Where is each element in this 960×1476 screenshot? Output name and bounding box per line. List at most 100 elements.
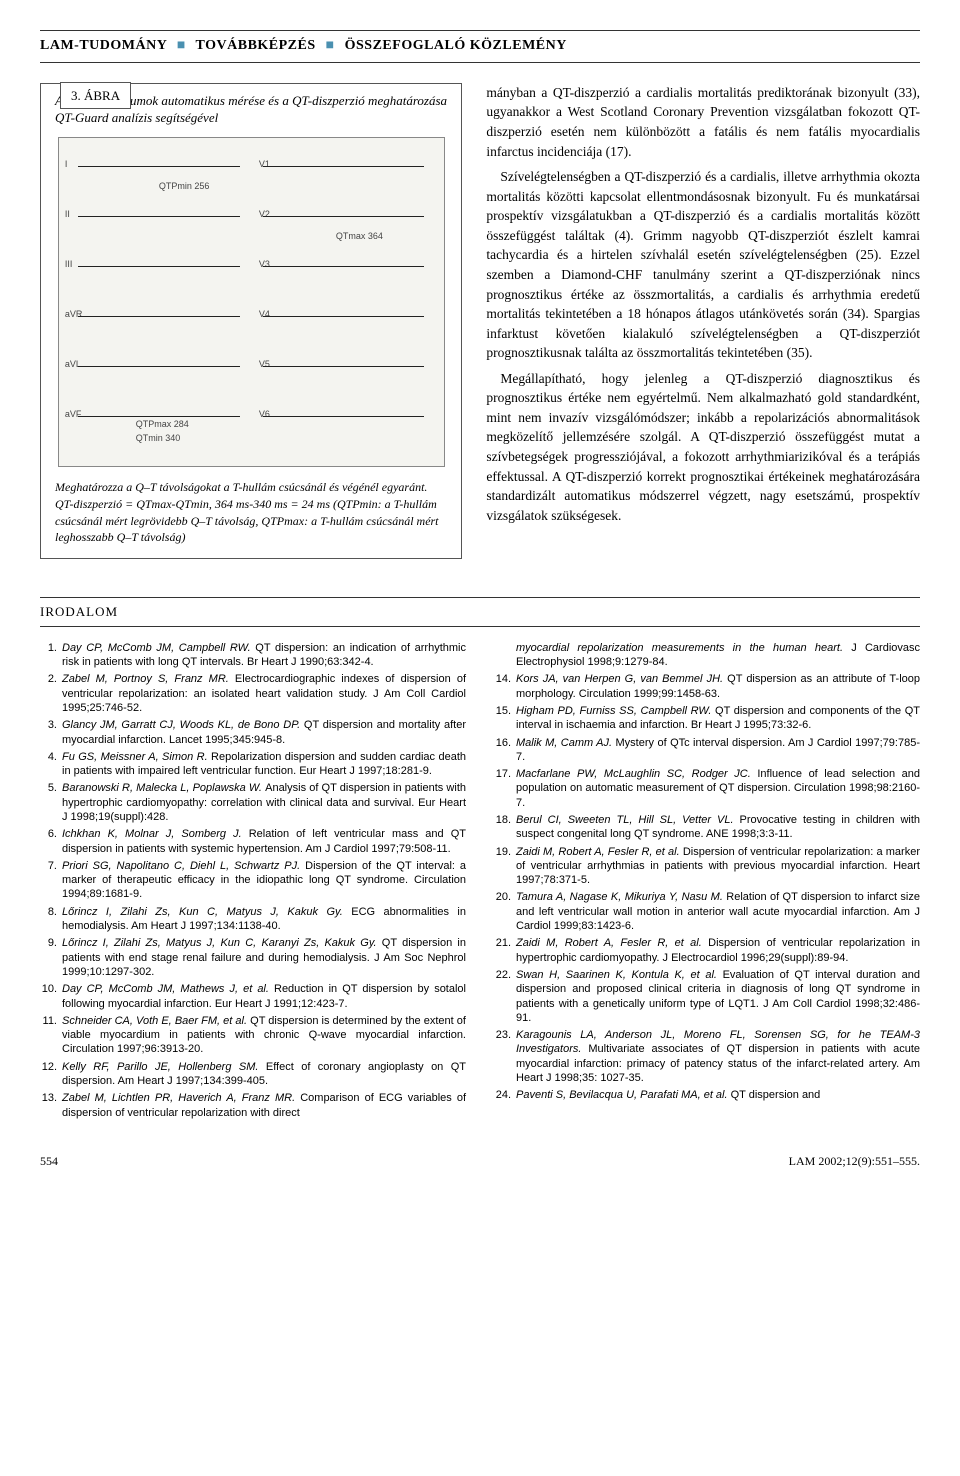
reference-number: 5. (40, 781, 62, 824)
reference-item: 16.Malik M, Camm AJ. Mystery of QTc inte… (494, 736, 920, 765)
reference-number: 23. (494, 1028, 516, 1085)
reference-number: 21. (494, 936, 516, 965)
reference-item: 6.Ichkhan K, Molnar J, Somberg J. Relati… (40, 827, 466, 856)
reference-text: Karagounis LA, Anderson JL, Moreno FL, S… (516, 1028, 920, 1085)
reference-number: 19. (494, 845, 516, 888)
reference-number (494, 641, 516, 670)
body-p1: mányban a QT-diszperzió a cardialis mort… (486, 83, 920, 161)
refs-left-col: 1.Day CP, McComb JM, Campbell RW. QT dis… (40, 641, 466, 1123)
header-part2: TOVÁBBKÉPZÉS (196, 38, 316, 53)
reference-text: Tamura A, Nagase K, Mikuriya Y, Nasu M. … (516, 890, 920, 933)
reference-text: Day CP, McComb JM, Campbell RW. QT dispe… (62, 641, 466, 670)
reference-number: 13. (40, 1091, 62, 1120)
reference-text: Zaidi M, Robert A, Fesler R, et al. Disp… (516, 936, 920, 965)
reference-number: 2. (40, 672, 62, 715)
reference-text: Paventi S, Bevilacqua U, Parafati MA, et… (516, 1088, 920, 1102)
figure-caption-line1: Meghatározza a Q–T távolságokat a T-hull… (55, 480, 427, 494)
lead-label: II (65, 208, 70, 220)
page-footer: 554 LAM 2002;12(9):551–555. (40, 1153, 920, 1169)
lead-label: aVL (65, 358, 81, 370)
reference-item: 4.Fu GS, Meissner A, Simon R. Repolariza… (40, 750, 466, 779)
reference-number: 15. (494, 704, 516, 733)
lead-label: aVF (65, 408, 82, 420)
reference-number: 8. (40, 905, 62, 934)
reference-item: 23.Karagounis LA, Anderson JL, Moreno FL… (494, 1028, 920, 1085)
reference-item: 1.Day CP, McComb JM, Campbell RW. QT dis… (40, 641, 466, 670)
reference-item: 12.Kelly RF, Parillo JE, Hollenberg SM. … (40, 1060, 466, 1089)
reference-text: Lőrincz I, Zilahi Zs, Kun C, Matyus J, K… (62, 905, 466, 934)
reference-text: Ichkhan K, Molnar J, Somberg J. Relation… (62, 827, 466, 856)
reference-text: Macfarlane PW, McLaughlin SC, Rodger JC.… (516, 767, 920, 810)
reference-number: 12. (40, 1060, 62, 1089)
page-header: LAM-TUDOMÁNY ■ TOVÁBBKÉPZÉS ■ ÖSSZEFOGLA… (40, 30, 920, 63)
reference-number: 3. (40, 718, 62, 747)
header-part3: ÖSSZEFOGLALÓ KÖZLEMÉNY (345, 38, 567, 53)
reference-text: Higham PD, Furniss SS, Campbell RW. QT d… (516, 704, 920, 733)
figure-label: 3. ÁBRA (60, 82, 131, 110)
reference-text: Glancy JM, Garratt CJ, Woods KL, de Bono… (62, 718, 466, 747)
figure-column: A QT-intervallumok automatikus mérése és… (40, 83, 462, 567)
reference-number: 7. (40, 859, 62, 902)
reference-number: 11. (40, 1014, 62, 1057)
reference-number: 10. (40, 982, 62, 1011)
reference-item: 5.Baranowski R, Malecka L, Poplawska W. … (40, 781, 466, 824)
main-two-column: A QT-intervallumok automatikus mérése és… (40, 83, 920, 567)
lead-label: III (65, 258, 73, 270)
reference-text: Kors JA, van Herpen G, van Bemmel JH. QT… (516, 672, 920, 701)
reference-text: Lőrincz I, Zilahi Zs, Matyus J, Kun C, K… (62, 936, 466, 979)
reference-item: 2.Zabel M, Portnoy S, Franz MR. Electroc… (40, 672, 466, 715)
reference-item: 10.Day CP, McComb JM, Mathews J, et al. … (40, 982, 466, 1011)
figure-caption-line2: QT-diszperzió = QTmax-QTmin, 364 ms-340 … (55, 497, 439, 545)
reference-item: 7.Priori SG, Napolitano C, Diehl L, Schw… (40, 859, 466, 902)
reference-text: Malik M, Camm AJ. Mystery of QTc interva… (516, 736, 920, 765)
lead-label: V1 (259, 158, 270, 170)
reference-number: 24. (494, 1088, 516, 1102)
irodalom-heading: IRODALOM (40, 597, 920, 627)
reference-item: 18.Berul CI, Sweeten TL, Hill SL, Vetter… (494, 813, 920, 842)
lead-label: aVR (65, 308, 83, 320)
reference-number: 16. (494, 736, 516, 765)
figure-caption: Meghatározza a Q–T távolságokat a T-hull… (41, 479, 461, 558)
reference-text: Schneider CA, Voth E, Baer FM, et al. QT… (62, 1014, 466, 1057)
reference-number: 9. (40, 936, 62, 979)
lead-label: V3 (259, 258, 270, 270)
reference-text: Zabel M, Portnoy S, Franz MR. Electrocar… (62, 672, 466, 715)
body-p3: Megállapítható, hogy jelenleg a QT-diszp… (486, 369, 920, 526)
reference-number: 18. (494, 813, 516, 842)
references: 1.Day CP, McComb JM, Campbell RW. QT dis… (40, 641, 920, 1123)
reference-item: 22.Swan H, Saarinen K, Kontula K, et al.… (494, 968, 920, 1025)
reference-item: 8.Lőrincz I, Zilahi Zs, Kun C, Matyus J,… (40, 905, 466, 934)
reference-text: Fu GS, Meissner A, Simon R. Repolarizati… (62, 750, 466, 779)
header-part1: LAM-TUDOMÁNY (40, 38, 167, 53)
reference-item: 15.Higham PD, Furniss SS, Campbell RW. Q… (494, 704, 920, 733)
reference-number: 6. (40, 827, 62, 856)
journal-citation: LAM 2002;12(9):551–555. (789, 1153, 920, 1169)
lead-label: V2 (259, 208, 270, 220)
qtmax-label: QTmax 364 (336, 230, 383, 242)
reference-number: 17. (494, 767, 516, 810)
reference-item: myocardial repolarization measurements i… (494, 641, 920, 670)
reference-item: 14.Kors JA, van Herpen G, van Bemmel JH.… (494, 672, 920, 701)
reference-text: Priori SG, Napolitano C, Diehl L, Schwar… (62, 859, 466, 902)
body-p2: Szívelégtelenségben a QT-diszperzió és a… (486, 167, 920, 363)
reference-text: Zaidi M, Robert A, Fesler R, et al. Disp… (516, 845, 920, 888)
reference-number: 20. (494, 890, 516, 933)
reference-item: 19.Zaidi M, Robert A, Fesler R, et al. D… (494, 845, 920, 888)
reference-item: 20.Tamura A, Nagase K, Mikuriya Y, Nasu … (494, 890, 920, 933)
reference-text: Zabel M, Lichtlen PR, Haverich A, Franz … (62, 1091, 466, 1120)
header-dot-1: ■ (177, 38, 186, 53)
reference-number: 22. (494, 968, 516, 1025)
refs-right-col: myocardial repolarization measurements i… (494, 641, 920, 1123)
lead-label: I (65, 158, 68, 170)
figure-3-box: A QT-intervallumok automatikus mérése és… (40, 83, 462, 559)
lead-label: V5 (259, 358, 270, 370)
page-number: 554 (40, 1153, 58, 1169)
reference-number: 1. (40, 641, 62, 670)
lead-label: V6 (259, 408, 270, 420)
ecg-diagram: I II III aVR aVL aVF V1 V2 V3 V4 V5 V6 Q… (58, 137, 445, 467)
reference-item: 3.Glancy JM, Garratt CJ, Woods KL, de Bo… (40, 718, 466, 747)
reference-item: 21.Zaidi M, Robert A, Fesler R, et al. D… (494, 936, 920, 965)
reference-text: Day CP, McComb JM, Mathews J, et al. Red… (62, 982, 466, 1011)
reference-text: myocardial repolarization measurements i… (516, 641, 920, 670)
qtpmin-label: QTPmin 256 (159, 180, 210, 192)
